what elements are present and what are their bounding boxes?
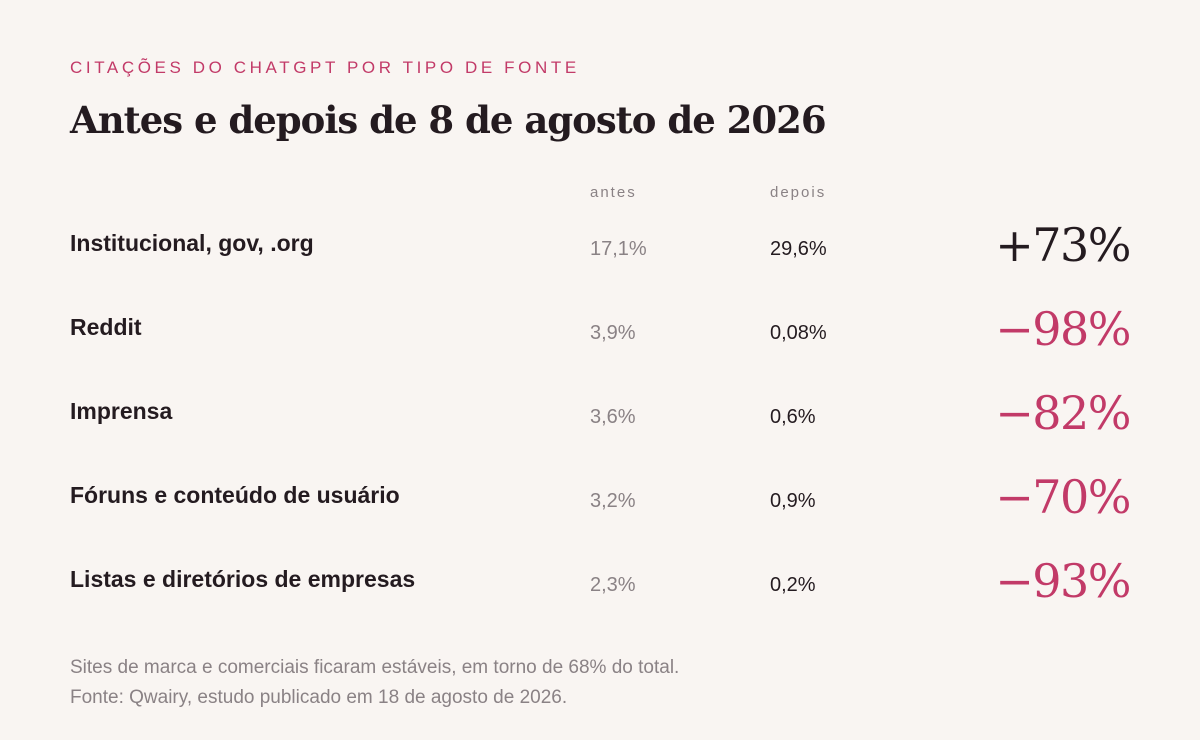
antes-value: 3,9% [590, 322, 636, 344]
table-row: Reddit 3,9% 0,08% −98% [0, 302, 1200, 370]
row-label: Imprensa [70, 398, 173, 424]
chart-eyebrow: CITAÇÕES DO CHATGPT POR TIPO DE FONTE [70, 58, 580, 77]
column-header-depois: depois [770, 184, 827, 201]
antes-value: 17,1% [590, 238, 647, 260]
depois-value: 0,08% [770, 322, 827, 344]
row-label: Reddit [70, 314, 142, 340]
row-label: Listas e diretórios de empresas [70, 566, 416, 592]
table-row: Imprensa 3,6% 0,6% −82% [0, 386, 1200, 454]
footer-source: Fonte: Qwairy, estudo publicado em 18 de… [70, 687, 568, 708]
change-value: −98% [995, 302, 1131, 356]
table-row: Institucional, gov, .org 17,1% 29,6% +73… [0, 218, 1200, 286]
depois-value: 0,9% [770, 490, 816, 512]
change-value: +73% [995, 218, 1131, 272]
depois-value: 29,6% [770, 238, 827, 260]
depois-value: 0,6% [770, 406, 816, 428]
footer-note: Sites de marca e comerciais ficaram está… [70, 657, 680, 678]
change-value: −70% [995, 470, 1131, 524]
depois-value: 0,2% [770, 574, 816, 596]
table-row: Listas e diretórios de empresas 2,3% 0,2… [0, 554, 1200, 622]
row-label: Fóruns e conteúdo de usuário [70, 482, 400, 508]
antes-value: 3,2% [590, 490, 636, 512]
chart-title: Antes e depois de 8 de agosto de 2026 [70, 98, 827, 142]
antes-value: 3,6% [590, 406, 636, 428]
change-value: −93% [995, 554, 1131, 608]
table-row: Fóruns e conteúdo de usuário 3,2% 0,9% −… [0, 470, 1200, 538]
change-value: −82% [995, 386, 1131, 440]
antes-value: 2,3% [590, 574, 636, 596]
column-header-antes: antes [590, 184, 637, 201]
row-label: Institucional, gov, .org [70, 230, 314, 256]
footer: Sites de marca e comerciais ficaram está… [70, 653, 679, 713]
